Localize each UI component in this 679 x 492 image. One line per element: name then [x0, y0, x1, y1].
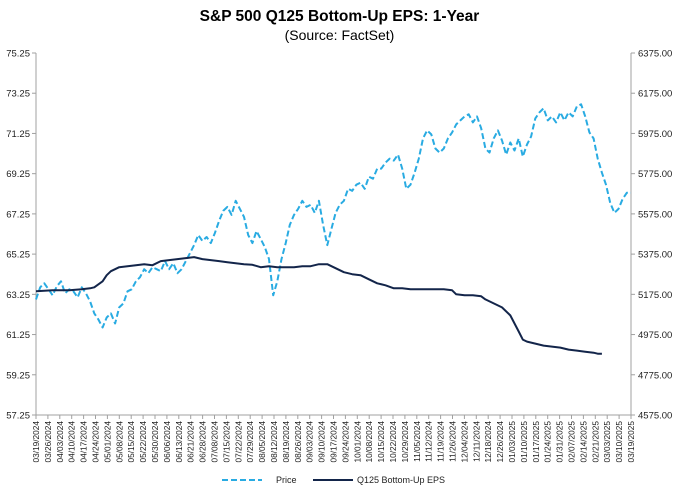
y-left-tick-label: 73.25	[6, 89, 30, 100]
x-tick-label: 04/17/2024	[79, 421, 89, 463]
x-tick-label: 08/12/2024	[269, 421, 279, 463]
x-tick-label: 09/17/2024	[329, 421, 339, 463]
x-tick-label: 01/31/2025	[555, 421, 565, 463]
x-tick-label: 10/29/2024	[400, 421, 410, 463]
x-tick-label: 04/03/2024	[55, 421, 65, 463]
x-tick-label: 11/12/2024	[424, 421, 434, 462]
x-tick-label: 05/08/2024	[114, 421, 124, 463]
x-tick-label: 12/26/2024	[495, 421, 505, 463]
x-tick-label: 12/04/2024	[459, 421, 469, 463]
axes-group: 57.25 59.25 61.25 63.25 65.25 67.25 69.25 71.25…	[6, 49, 672, 463]
x-tick-label: 03/03/2025	[602, 421, 612, 463]
x-tick-label: 06/06/2024	[162, 421, 172, 463]
x-tick-label: 03/10/2025	[614, 421, 624, 463]
chart-subtitle: (Source: FactSet)	[284, 27, 395, 43]
x-tick-label: 07/29/2024	[245, 421, 255, 463]
x-tick-label: 02/14/2025	[578, 421, 588, 463]
x-tick-label: 05/15/2024	[126, 421, 136, 463]
x-tick-label: 08/26/2024	[293, 421, 303, 463]
x-tick-label: 10/01/2024	[352, 421, 362, 463]
x-tick-label: 04/10/2024	[67, 421, 77, 463]
legend: Price Q125 Bottom-Up EPS	[222, 475, 445, 485]
x-tick-label: 12/11/2024	[471, 421, 481, 462]
x-tick-label: 02/21/2025	[590, 421, 600, 463]
x-tick-label: 02/07/2025	[567, 421, 577, 463]
x-tick-label: 07/22/2024	[233, 421, 243, 463]
x-tick-label: 04/24/2024	[91, 421, 101, 463]
x-tick-label: 10/15/2024	[376, 421, 386, 463]
legend-label-eps: Q125 Bottom-Up EPS	[357, 475, 445, 485]
series-line-eps	[35, 256, 602, 355]
x-tick-label: 09/10/2024	[317, 421, 327, 463]
y-left-tick-label: 61.25	[6, 330, 30, 341]
x-tick-label: 07/08/2024	[210, 421, 220, 463]
x-tick-label: 06/13/2024	[174, 421, 184, 463]
x-tick-label: 06/28/2024	[198, 421, 208, 463]
x-tick-label: 11/05/2024	[412, 421, 422, 462]
y-right-tick-label: 6175.00	[638, 89, 672, 100]
x-tick-label: 11/19/2024	[436, 421, 446, 462]
x-tick-label: 09/24/2024	[340, 421, 350, 463]
y-right-tick-label: 4775.00	[638, 370, 672, 381]
y-left-tick-label: 75.25	[6, 49, 30, 60]
y-left-tick-label: 67.25	[6, 209, 30, 220]
x-tick-label: 03/26/2024	[43, 421, 53, 463]
x-tick-label: 01/17/2025	[531, 421, 541, 463]
x-tick-label: 05/01/2024	[102, 421, 112, 463]
legend-label-price: Price	[276, 475, 297, 485]
x-tick-label: 12/18/2024	[483, 421, 493, 463]
y-left-tick-label: 63.25	[6, 290, 30, 301]
x-tick-label: 06/21/2024	[186, 421, 196, 463]
x-tick-label: 07/15/2024	[221, 421, 231, 463]
x-tick-label: 10/08/2024	[364, 421, 374, 463]
x-tick-label: 03/19/2024	[31, 421, 41, 463]
y-left-tick-label: 69.25	[6, 169, 30, 180]
y-right-tick-label: 5975.00	[638, 129, 672, 140]
x-tick-label: 01/10/2025	[519, 421, 529, 463]
x-tick-label: 08/19/2024	[281, 421, 291, 463]
x-tick-label: 09/03/2024	[305, 421, 315, 463]
x-tick-label: 01/24/2025	[543, 421, 553, 463]
y-right-tick-label: 6375.00	[638, 49, 672, 60]
chart-title: S&P 500 Q125 Bottom-Up EPS: 1-Year	[199, 8, 480, 25]
y-right-tick-label: 5175.00	[638, 290, 672, 301]
y-left-tick-label: 65.25	[6, 250, 30, 261]
series-line-price	[35, 103, 631, 329]
x-tick-label: 05/22/2024	[138, 421, 148, 463]
y-right-tick-label: 5575.00	[638, 209, 672, 220]
x-tick-label: 05/30/2024	[150, 421, 160, 463]
y-left-tick-label: 59.25	[6, 370, 30, 381]
y-right-tick-label: 5375.00	[638, 250, 672, 261]
y-right-tick-label: 5775.00	[638, 169, 672, 180]
x-tick-label: 11/26/2024	[448, 421, 458, 462]
y-left-tick-label: 57.25	[6, 411, 30, 422]
x-tick-label: 01/03/2025	[507, 421, 517, 463]
series-group	[35, 103, 631, 355]
x-tick-label: 08/05/2024	[257, 421, 267, 463]
y-left-tick-label: 71.25	[6, 129, 30, 140]
y-right-tick-label: 4975.00	[638, 330, 672, 341]
x-tick-label: 03/19/2025	[626, 421, 636, 463]
x-tick-label: 10/22/2024	[388, 421, 398, 463]
y-right-tick-label: 4575.00	[638, 411, 672, 422]
